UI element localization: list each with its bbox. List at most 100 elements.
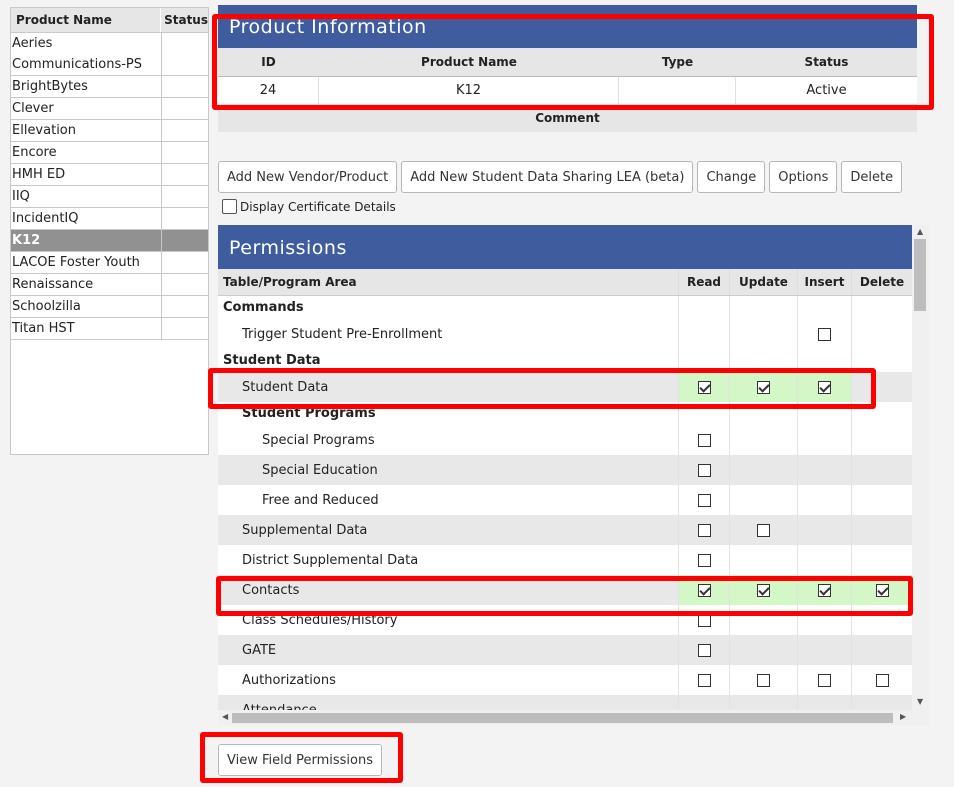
read-checkbox[interactable] <box>697 673 711 687</box>
permissions-body: Commands Trigger Student Pre-Enrollment St… <box>218 296 912 725</box>
insert-checkbox[interactable] <box>818 673 831 687</box>
product-status <box>162 296 208 317</box>
vertical-scrollbar[interactable]: ▲ ▼ <box>912 225 929 710</box>
update-cell <box>729 545 797 575</box>
product-name-cell: K12 <box>319 77 619 104</box>
add-vendor-product-button[interactable]: Add New Vendor/Product <box>218 161 398 193</box>
read-checkbox[interactable] <box>697 463 711 477</box>
read-checkbox[interactable] <box>697 493 711 507</box>
product-row[interactable]: IIQ <box>11 186 208 208</box>
update-checkbox[interactable] <box>757 380 770 394</box>
product-info-row: 24 K12 Active <box>218 77 917 105</box>
scroll-down-icon[interactable]: ▼ <box>917 697 924 706</box>
area-header: Table/Program Area <box>223 275 357 289</box>
product-row[interactable]: Aeries Communications-PS <box>11 33 208 76</box>
update-checkbox[interactable] <box>757 583 770 597</box>
permission-row: District Supplemental Data <box>218 545 912 575</box>
product-status <box>162 252 208 273</box>
product-row[interactable]: LACOE Foster Youth <box>11 252 208 274</box>
read-cell <box>678 575 729 605</box>
view-field-permissions-button[interactable]: View Field Permissions <box>218 744 383 776</box>
delete-cell <box>851 319 912 349</box>
delete-cell <box>851 372 912 402</box>
permission-row: Student Data <box>218 349 912 372</box>
display-certificate-label: Display Certificate Details <box>240 199 396 214</box>
scroll-up-icon[interactable]: ▲ <box>917 227 924 236</box>
product-status <box>162 120 208 141</box>
update-checkbox[interactable] <box>757 673 770 687</box>
permission-row: Class Schedules/History <box>218 605 912 635</box>
insert-cell <box>797 545 851 575</box>
update-cell <box>729 485 797 515</box>
insert-checkbox[interactable] <box>818 583 831 597</box>
product-status <box>162 186 208 207</box>
product-row[interactable]: Schoolzilla <box>11 296 208 318</box>
options-button[interactable]: Options <box>769 161 838 193</box>
change-button[interactable]: Change <box>697 161 766 193</box>
product-row[interactable]: Clever <box>11 98 208 120</box>
update-header: Update <box>729 269 797 295</box>
product-row[interactable]: Renaissance <box>11 274 208 296</box>
read-checkbox[interactable] <box>697 553 711 567</box>
product-rows: Aeries Communications-PS BrightBytes Cleve… <box>11 33 208 340</box>
permission-area-label: District Supplemental Data <box>242 552 419 568</box>
read-checkbox[interactable] <box>697 643 711 657</box>
delete-checkbox[interactable] <box>875 673 889 687</box>
product-info-header-row: ID Product Name Type Status <box>218 48 917 77</box>
insert-checkbox[interactable] <box>818 327 831 341</box>
permission-area-label: Trigger Student Pre-Enrollment <box>242 326 443 342</box>
product-row[interactable]: BrightBytes <box>11 76 208 98</box>
read-checkbox[interactable] <box>697 613 711 627</box>
product-name: IIQ <box>11 186 162 207</box>
update-checkbox[interactable] <box>757 523 770 537</box>
scroll-left-icon[interactable]: ◀ <box>222 712 229 721</box>
vertical-scroll-thumb[interactable] <box>914 239 926 311</box>
update-cell <box>729 425 797 455</box>
read-checkbox[interactable] <box>697 583 711 597</box>
permission-area-label: Supplemental Data <box>242 522 368 538</box>
permission-row: Student Data <box>218 372 912 402</box>
update-cell <box>729 372 797 402</box>
product-name-column-header[interactable]: Product Name <box>11 8 162 32</box>
product-status <box>162 98 208 119</box>
product-status <box>162 33 208 75</box>
horizontal-scroll-thumb[interactable] <box>232 713 893 723</box>
permission-row: Commands <box>218 296 912 319</box>
update-cell <box>729 605 797 635</box>
delete-button[interactable]: Delete <box>841 161 903 193</box>
read-checkbox[interactable] <box>697 380 711 394</box>
read-header: Read <box>678 269 729 295</box>
read-cell <box>678 349 729 372</box>
permission-row: Trigger Student Pre-Enrollment <box>218 319 912 349</box>
update-cell <box>729 455 797 485</box>
delete-cell <box>851 575 912 605</box>
delete-checkbox[interactable] <box>875 583 889 597</box>
display-certificate-toggle[interactable]: Display Certificate Details <box>222 199 396 214</box>
insert-cell <box>797 349 851 372</box>
product-row[interactable]: IncidentIQ <box>11 208 208 230</box>
permission-area-label: Authorizations <box>242 672 336 688</box>
product-row[interactable]: HMH ED <box>11 164 208 186</box>
scroll-right-icon[interactable]: ▶ <box>900 712 907 721</box>
delete-cell <box>851 515 912 545</box>
id-header: ID <box>261 55 276 69</box>
insert-checkbox[interactable] <box>818 380 831 394</box>
update-cell <box>729 665 797 695</box>
display-certificate-checkbox[interactable] <box>222 199 237 214</box>
comment-header: Comment <box>218 106 917 132</box>
horizontal-scrollbar[interactable]: ◀ ▶ <box>218 710 929 725</box>
id-cell: 24 <box>218 77 319 104</box>
status-column-header[interactable]: Status <box>164 13 208 27</box>
read-checkbox[interactable] <box>697 433 711 447</box>
read-checkbox[interactable] <box>697 523 711 537</box>
delete-cell <box>851 455 912 485</box>
product-row[interactable]: Titan HST <box>11 318 208 340</box>
delete-cell <box>851 485 912 515</box>
product-row[interactable]: Ellevation <box>11 120 208 142</box>
product-row[interactable]: Encore <box>11 142 208 164</box>
add-lea-button[interactable]: Add New Student Data Sharing LEA (beta) <box>401 161 694 193</box>
product-status <box>162 318 208 339</box>
product-row[interactable]: K12 <box>11 230 208 252</box>
delete-cell <box>851 545 912 575</box>
insert-header: Insert <box>797 269 851 295</box>
